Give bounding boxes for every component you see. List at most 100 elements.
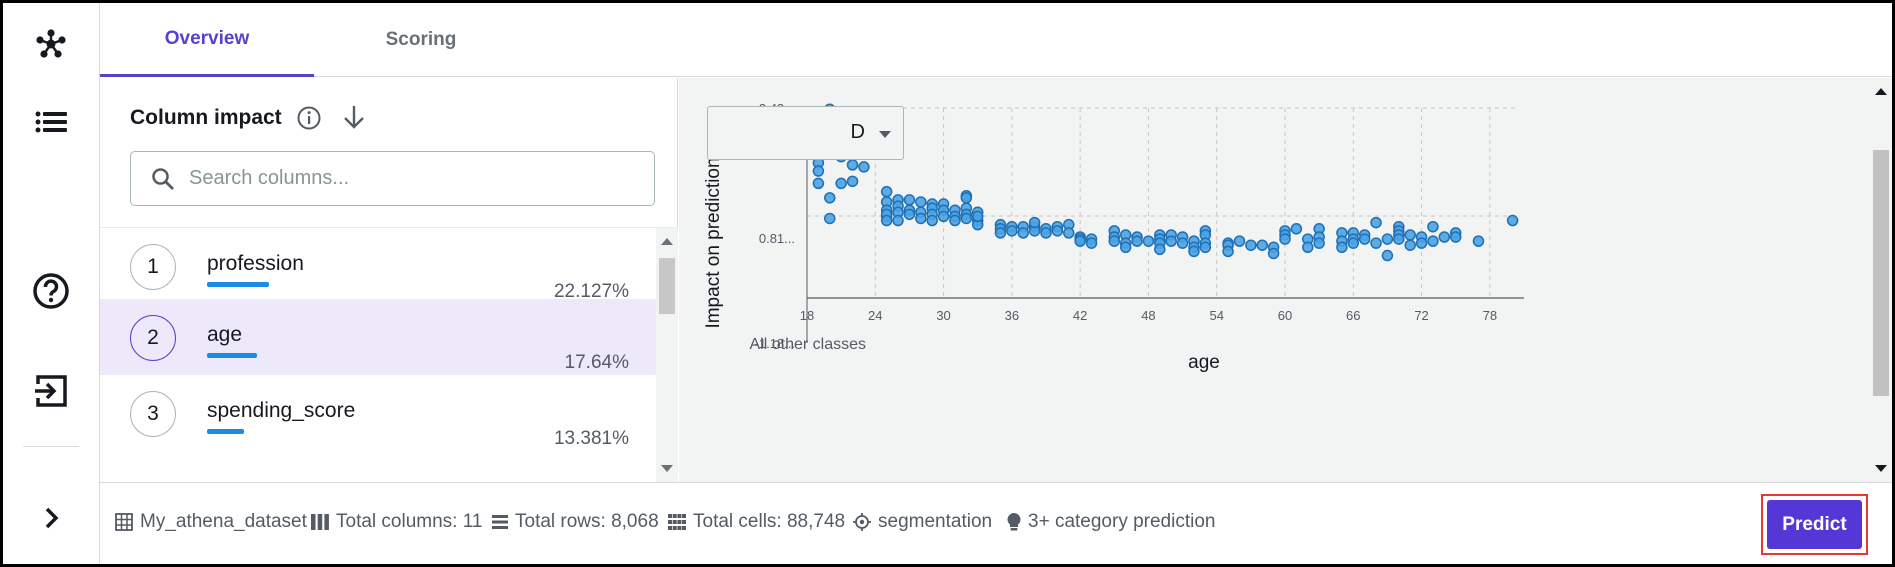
column-impact-title: Column impact xyxy=(130,106,282,129)
column-row-spending-score[interactable]: 3 spending_score 13.381% xyxy=(100,375,656,451)
data-point xyxy=(1438,231,1451,243)
data-point xyxy=(880,185,893,198)
x-tick-label: 48 xyxy=(1141,308,1155,323)
data-point xyxy=(1302,241,1314,254)
left-nav-rail xyxy=(3,3,100,564)
search-input[interactable] xyxy=(189,167,609,190)
data-point xyxy=(824,212,836,225)
data-point xyxy=(892,214,904,227)
x-tick-label: 30 xyxy=(936,308,950,323)
x-tick-label: 42 xyxy=(1073,308,1087,323)
data-point xyxy=(1427,220,1439,233)
scroll-down-arrow[interactable] xyxy=(661,465,673,472)
impact-percent: 17.64% xyxy=(564,352,629,373)
data-point xyxy=(960,212,973,225)
data-point xyxy=(1256,239,1268,251)
data-point xyxy=(1404,229,1416,241)
tab-overview[interactable]: Overview xyxy=(100,3,314,77)
search-field[interactable] xyxy=(130,151,655,206)
impact-percent: 13.381% xyxy=(553,428,629,449)
predict-button[interactable]: Predict xyxy=(1767,500,1862,549)
data-point xyxy=(1506,214,1519,227)
column-row-profession[interactable]: 1 profession 22.127% xyxy=(100,228,656,304)
data-point xyxy=(1381,233,1394,245)
data-point xyxy=(1393,233,1405,245)
data-point xyxy=(971,210,984,223)
scroll-thumb[interactable] xyxy=(659,258,675,314)
info-icon[interactable] xyxy=(296,105,322,131)
column-name: profession xyxy=(207,252,304,275)
rows-icon xyxy=(492,515,508,529)
data-point xyxy=(1427,235,1439,247)
column-name: spending_score xyxy=(207,399,356,422)
data-point xyxy=(1449,231,1462,243)
impact-bar xyxy=(207,282,269,287)
x-tick-label: 66 xyxy=(1346,308,1360,323)
data-point xyxy=(1176,237,1189,249)
rows-info: Total rows: 8,068 xyxy=(492,511,659,533)
data-point xyxy=(1370,237,1382,249)
scroll-up-arrow[interactable] xyxy=(661,238,673,245)
data-point xyxy=(949,214,961,227)
data-point xyxy=(824,192,836,204)
rank-badge: 1 xyxy=(130,244,176,290)
x-tick-label: 18 xyxy=(800,308,814,323)
data-point xyxy=(994,227,1007,239)
data-point xyxy=(1370,216,1382,229)
data-point xyxy=(1245,239,1257,251)
chart-panel-scrollbar[interactable] xyxy=(1870,78,1892,482)
total-rows: Total rows: 8,068 xyxy=(515,511,659,532)
data-point xyxy=(1279,233,1291,245)
data-point xyxy=(903,208,916,221)
data-point xyxy=(1131,235,1143,247)
impact-chart-panel: 18243036424854606672783.43...0.81...-1.1… xyxy=(679,78,1892,482)
list-menu-icon[interactable] xyxy=(30,101,72,143)
class-selector-dropdown[interactable]: D xyxy=(707,106,904,160)
dataset-name: My_athena_dataset xyxy=(140,511,307,532)
column-list-scrollbar[interactable] xyxy=(656,228,678,482)
caret-down-icon xyxy=(879,131,891,138)
data-point xyxy=(1142,235,1155,247)
help-icon[interactable] xyxy=(30,270,72,312)
impact-bar xyxy=(207,429,244,434)
data-point xyxy=(1336,241,1348,254)
exit-icon[interactable] xyxy=(30,370,72,412)
scroll-down-arrow[interactable] xyxy=(1875,465,1887,472)
x-tick-label: 60 xyxy=(1278,308,1292,323)
data-point xyxy=(1188,245,1200,258)
data-point xyxy=(960,192,973,204)
y-tick-label: -1.18... xyxy=(755,336,795,351)
chevron-right-icon[interactable] xyxy=(30,497,72,539)
columns-icon xyxy=(311,514,329,530)
panel-divider xyxy=(100,227,678,228)
cells-info: Total cells: 88,748 xyxy=(668,511,845,533)
data-point xyxy=(1199,241,1212,254)
scroll-up-arrow[interactable] xyxy=(1875,88,1887,95)
predict-highlight: Predict xyxy=(1761,494,1868,555)
data-point xyxy=(1404,239,1416,251)
data-point xyxy=(1358,233,1371,245)
data-point xyxy=(880,214,893,227)
x-tick-label: 24 xyxy=(868,308,882,323)
app-logo-icon[interactable] xyxy=(30,23,72,65)
scatter-chart: 18243036424854606672783.43...0.81...-1.1… xyxy=(703,101,1524,373)
column-row-age[interactable]: 2 age 17.64% xyxy=(100,299,656,375)
tab-scoring[interactable]: Scoring xyxy=(385,29,457,50)
search-icon xyxy=(152,167,174,190)
sort-descending-icon[interactable] xyxy=(340,103,368,131)
column-impact-panel: Column impact 1 profession 22.127% 2 ag xyxy=(100,78,678,482)
data-point xyxy=(1085,237,1098,249)
data-point xyxy=(1017,227,1029,239)
class-selector-value: D xyxy=(850,121,865,143)
y-axis-title: Impact on prediction xyxy=(703,157,724,328)
dataset-info: My_athena_dataset xyxy=(115,511,307,533)
data-point xyxy=(812,177,825,190)
data-point xyxy=(835,177,847,190)
data-point xyxy=(1222,245,1234,258)
target-column: segmentation xyxy=(878,511,993,532)
x-tick-label: 54 xyxy=(1209,308,1223,323)
data-point xyxy=(1119,241,1132,254)
scroll-thumb[interactable] xyxy=(1873,150,1889,396)
x-tick-label: 72 xyxy=(1414,308,1428,323)
data-point xyxy=(1051,225,1064,237)
